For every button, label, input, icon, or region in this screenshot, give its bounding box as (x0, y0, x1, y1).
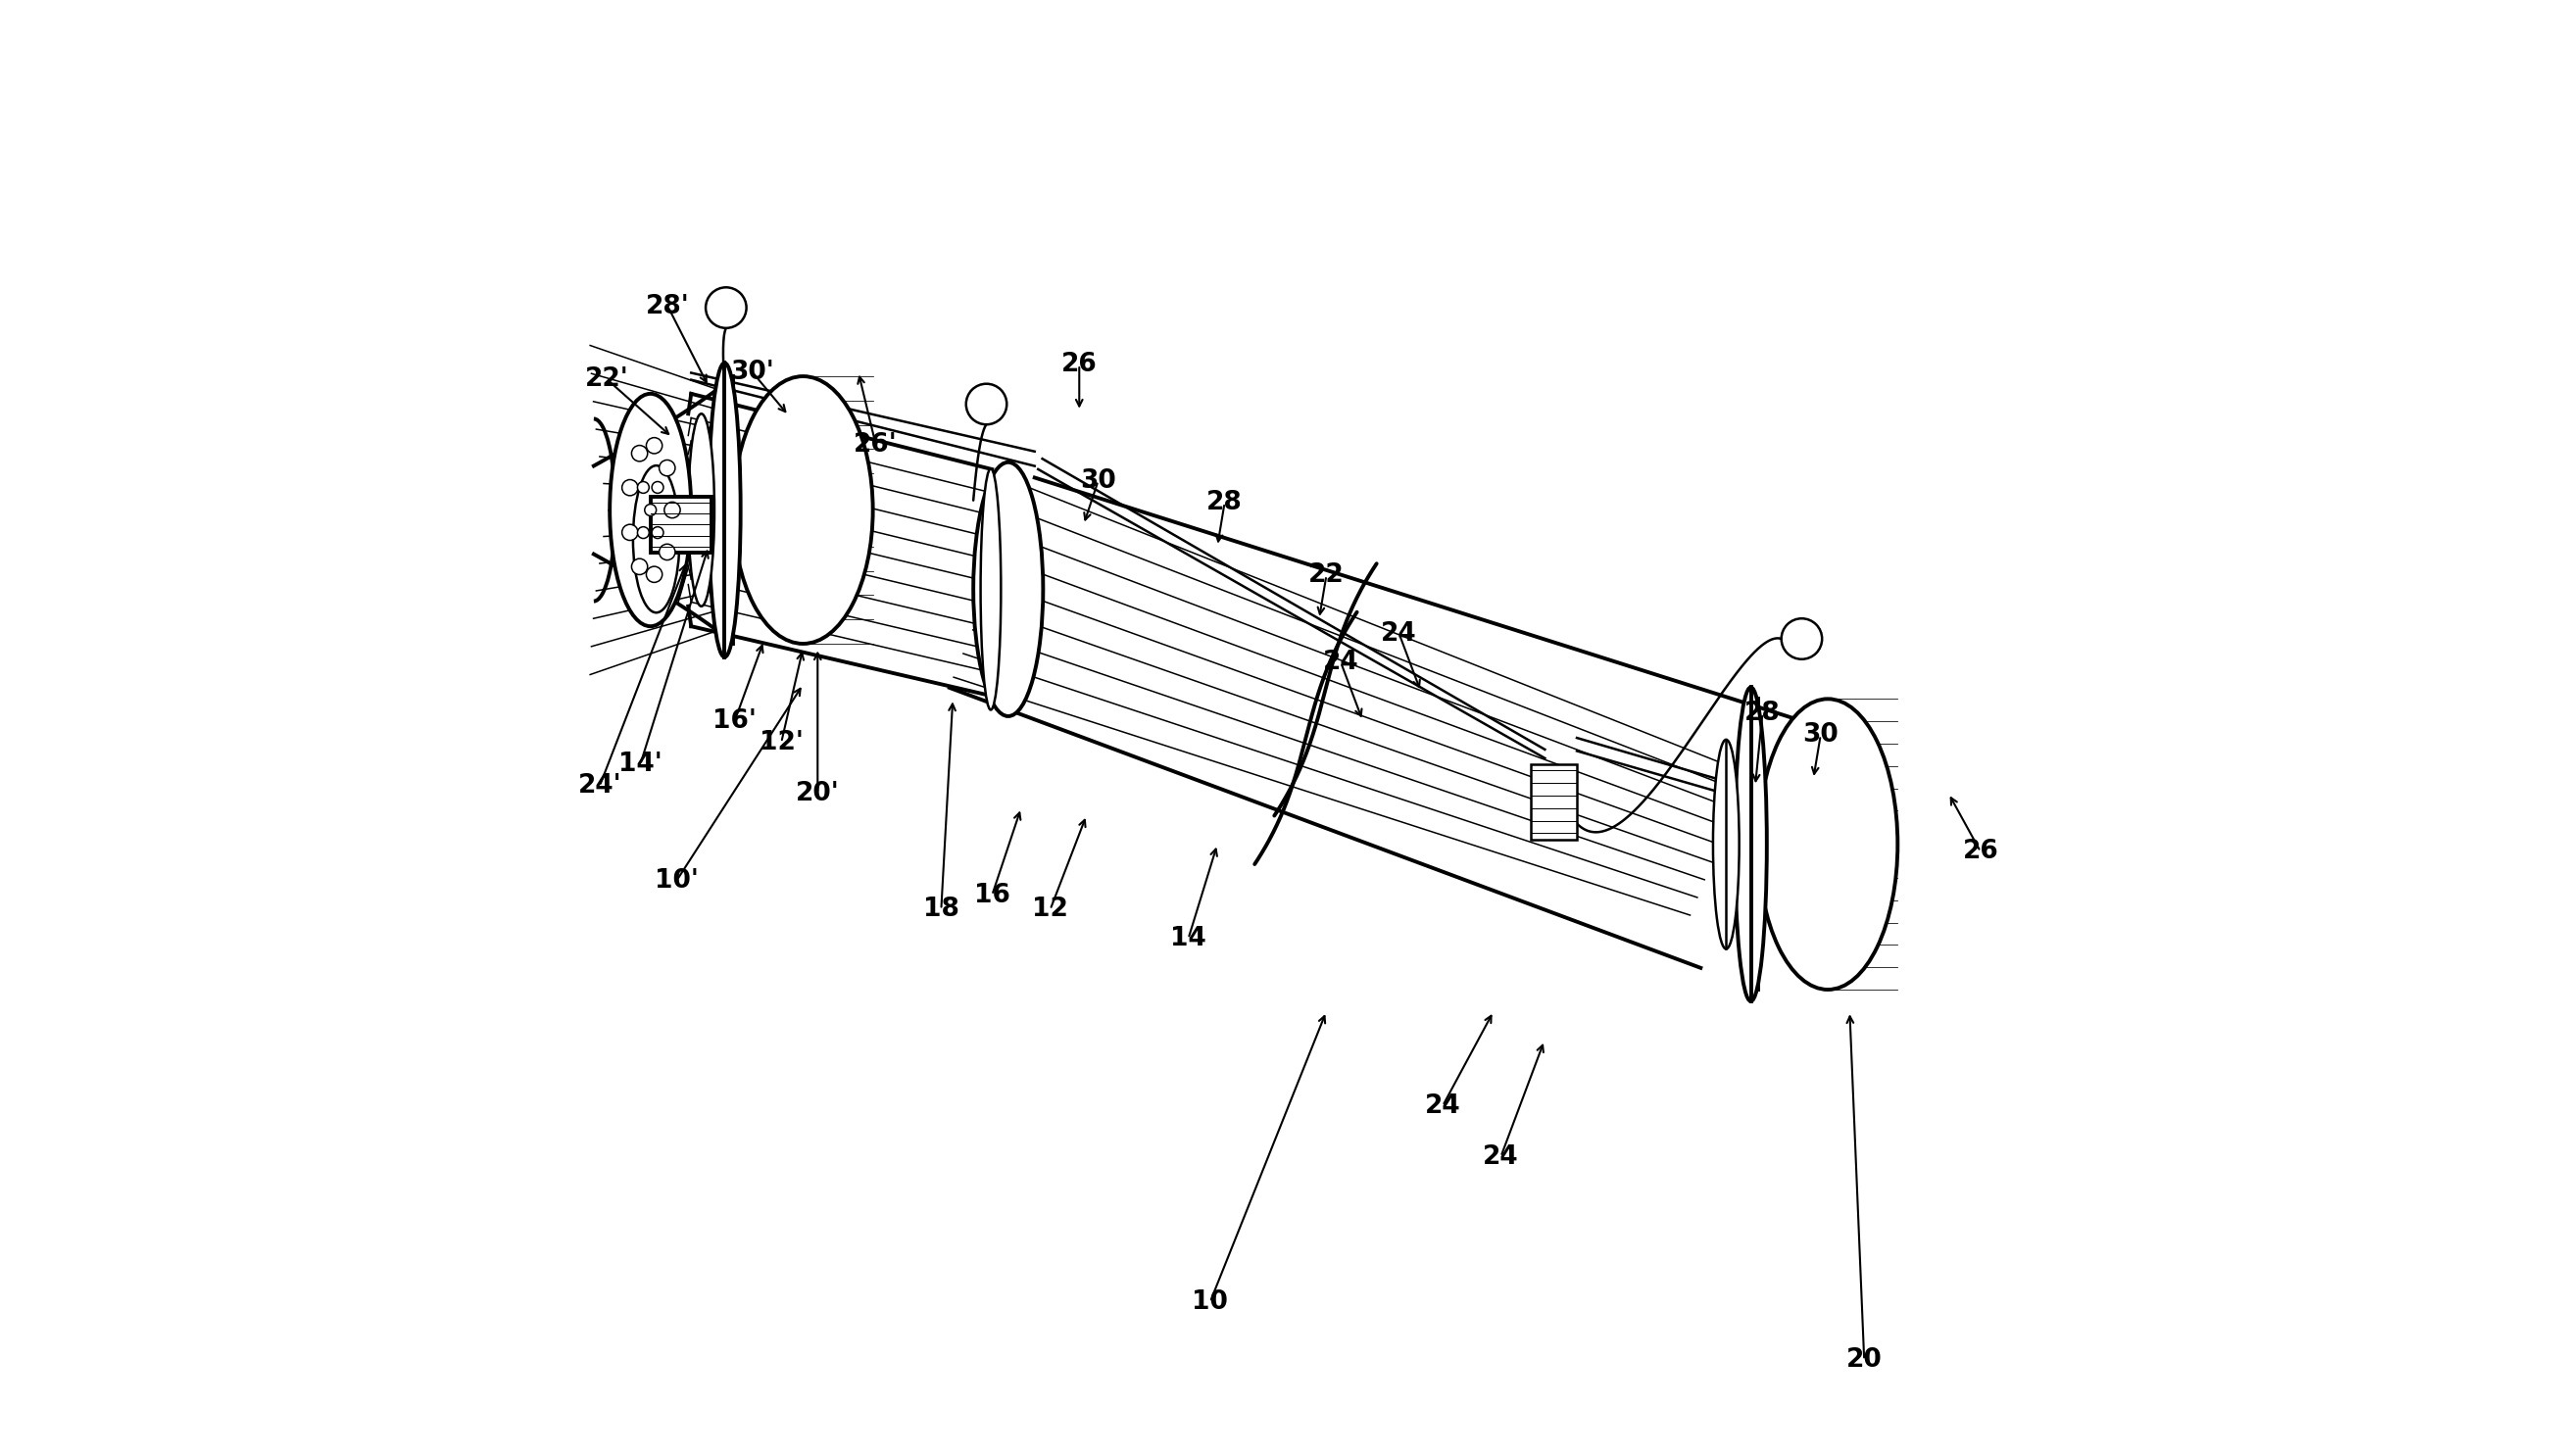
Text: 28: 28 (1745, 700, 1781, 727)
Text: 22: 22 (1309, 562, 1344, 588)
Circle shape (1781, 619, 1821, 660)
Text: 10: 10 (1191, 1290, 1227, 1315)
Text: 24': 24' (577, 773, 622, 799)
Circle shape (633, 446, 648, 462)
Text: 10': 10' (656, 868, 699, 894)
Text: 26: 26 (1061, 352, 1097, 377)
Text: 30': 30' (730, 360, 773, 384)
FancyBboxPatch shape (1531, 764, 1577, 840)
Ellipse shape (1758, 699, 1898, 990)
Circle shape (653, 527, 663, 539)
Circle shape (658, 545, 676, 561)
Text: 14: 14 (1171, 926, 1207, 951)
Circle shape (645, 566, 663, 582)
Circle shape (622, 524, 638, 540)
Ellipse shape (1714, 740, 1740, 949)
Circle shape (633, 559, 648, 575)
Text: 18: 18 (923, 897, 959, 923)
Text: 24: 24 (1380, 620, 1416, 646)
Text: 24: 24 (1423, 1093, 1462, 1118)
Circle shape (645, 504, 656, 515)
Circle shape (638, 527, 648, 539)
Text: 28: 28 (1207, 491, 1242, 515)
Ellipse shape (689, 414, 714, 606)
Text: 24: 24 (1324, 649, 1360, 676)
Text: 20: 20 (1847, 1347, 1883, 1373)
Circle shape (622, 479, 638, 495)
Text: 16: 16 (974, 882, 1010, 909)
Text: 24: 24 (1482, 1144, 1518, 1169)
Text: 22': 22' (584, 367, 628, 392)
Bar (651, 496, 712, 552)
Text: 12': 12' (760, 729, 804, 756)
Circle shape (658, 460, 676, 476)
Text: 16': 16' (712, 708, 758, 734)
Text: 14': 14' (617, 751, 663, 778)
Text: 26: 26 (1962, 839, 1997, 865)
Text: 30: 30 (1804, 722, 1839, 748)
Text: 20': 20' (796, 780, 839, 807)
Ellipse shape (980, 469, 1000, 711)
Text: 12: 12 (1033, 897, 1069, 923)
Circle shape (638, 482, 648, 494)
Text: 26': 26' (855, 432, 898, 457)
Circle shape (707, 287, 747, 328)
Text: 28': 28' (645, 294, 689, 319)
Ellipse shape (709, 363, 740, 657)
Text: 30: 30 (1079, 469, 1117, 494)
Ellipse shape (610, 393, 691, 626)
Ellipse shape (1735, 687, 1768, 1002)
Circle shape (645, 438, 663, 454)
Circle shape (653, 482, 663, 494)
Circle shape (967, 384, 1008, 425)
Ellipse shape (732, 376, 872, 644)
Circle shape (663, 502, 681, 518)
Ellipse shape (974, 462, 1043, 716)
